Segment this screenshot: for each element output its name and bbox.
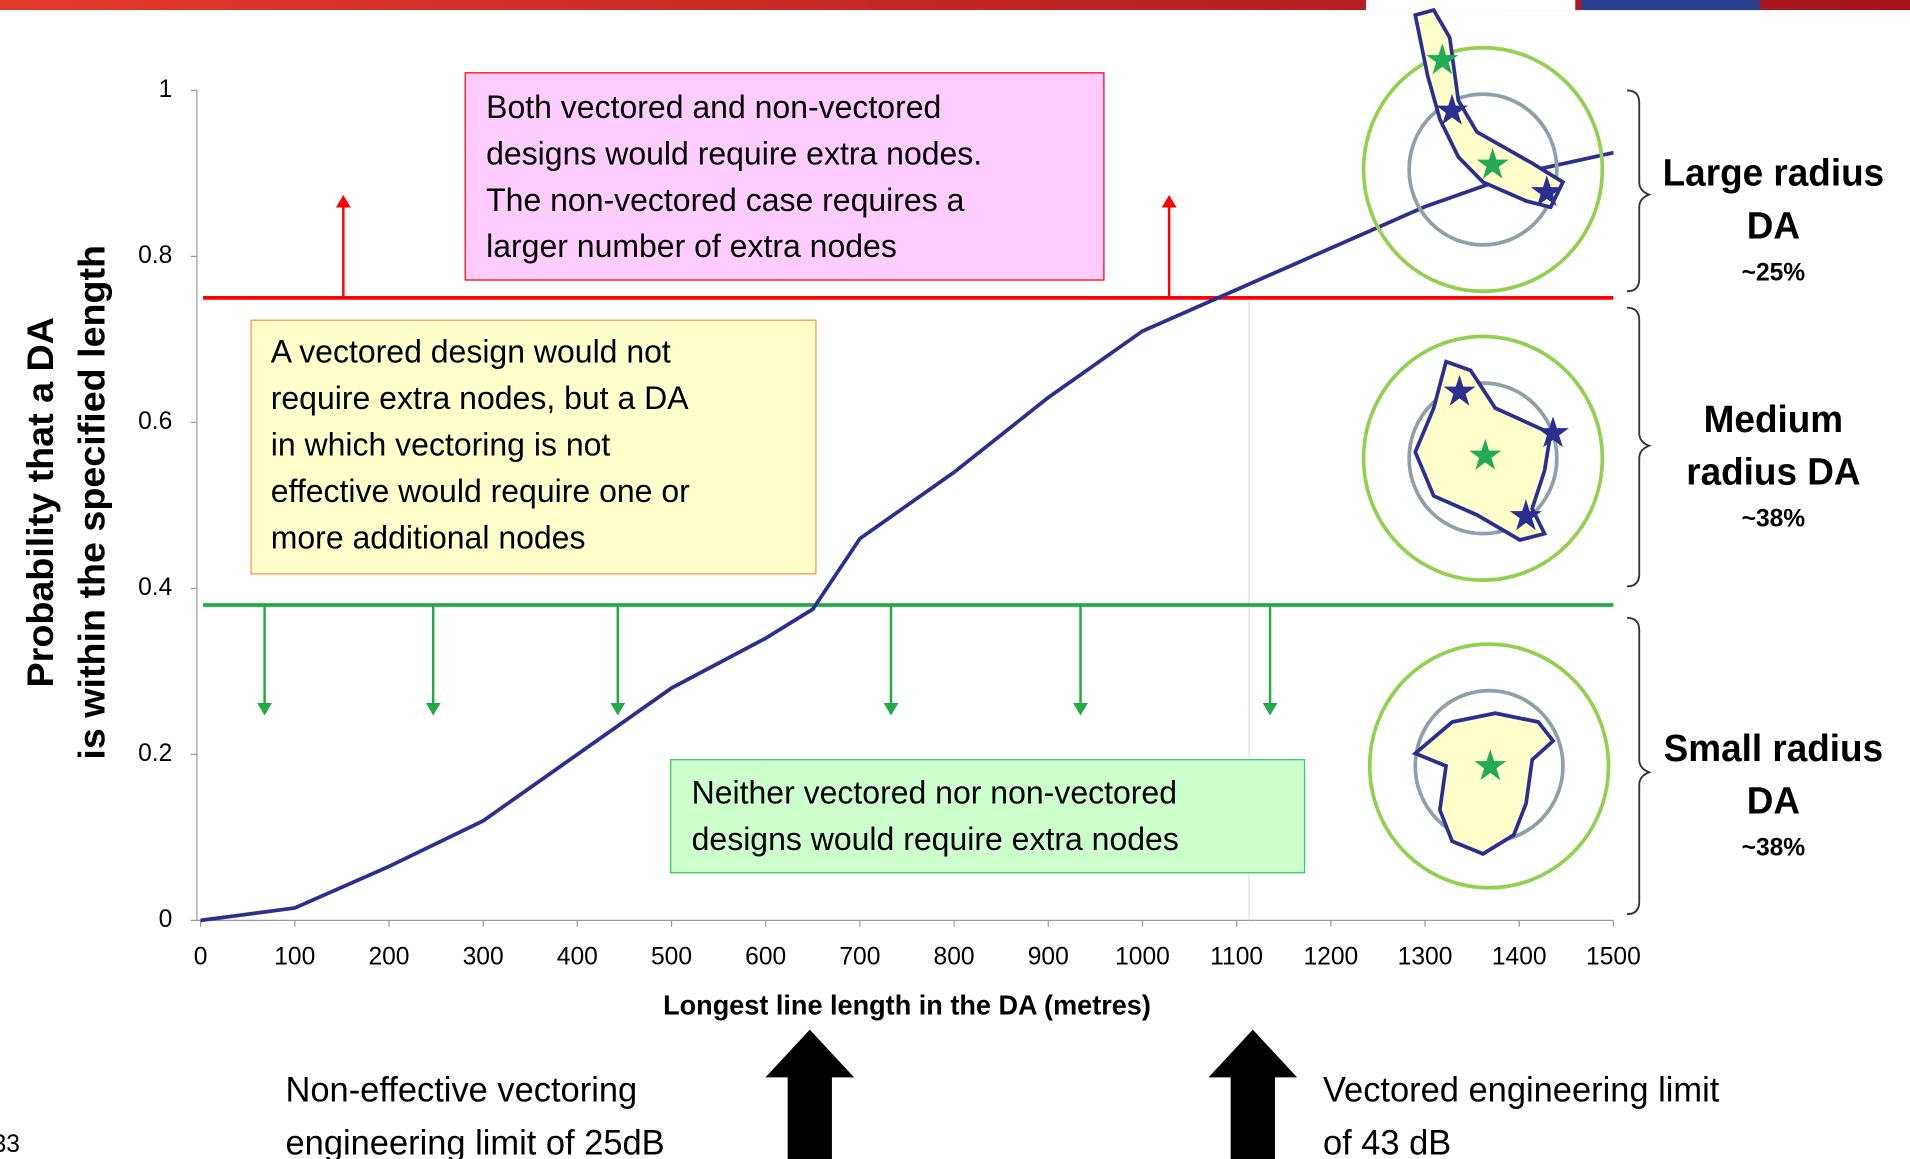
x-tick-label: 600 (745, 942, 786, 970)
plot (190, 89, 1615, 927)
threshold-arrowhead (1161, 194, 1177, 208)
y-axis-title: Probability that a DA (19, 317, 61, 687)
region-label: Small radius (1664, 727, 1883, 769)
x-tick-label: 1000 (1115, 942, 1170, 970)
annotation-text: The non-vectored case requires a (486, 181, 964, 217)
x-tick-label: 0 (194, 942, 208, 970)
annotation-text: effective would require one or (271, 473, 690, 509)
svg-text:★: ★ (1474, 140, 1512, 187)
x-axis-title: Longest line length in the DA (metres) (663, 989, 1151, 1020)
page-number: 33 (0, 1130, 20, 1158)
x-tick-label: 900 (1028, 942, 1069, 970)
svg-text:★: ★ (1424, 36, 1462, 83)
y-axis-title: is within the specified length (71, 245, 113, 760)
region-label: DA (1747, 779, 1800, 821)
svg-text:★: ★ (1441, 367, 1479, 414)
annotation-box (250, 319, 817, 575)
region-share: ~25% (1742, 258, 1806, 286)
limit-note: Non-effective vectoring (286, 1070, 638, 1109)
x-tick-label: 200 (368, 942, 409, 970)
annotation-box (464, 72, 1105, 281)
brackets (1626, 89, 1652, 916)
annotation-text: Neither vectored nor non-vectored (692, 774, 1177, 810)
x-tick-label: 400 (557, 942, 598, 970)
annotation-text: Both vectored and non-vectored (486, 89, 941, 125)
x-tick-label: 1100 (1210, 942, 1263, 970)
threshold-arrowhead (335, 194, 351, 208)
region-label: Medium (1704, 398, 1843, 440)
x-tick-label: 500 (651, 942, 692, 970)
y-tick-label: 0.8 (138, 241, 172, 269)
y-tick-label: 0.4 (138, 573, 172, 601)
x-tick-label: 300 (463, 942, 504, 970)
curve (200, 150, 1614, 923)
annotation-text: more additional nodes (271, 519, 586, 555)
svg-text:★: ★ (1534, 409, 1572, 456)
x-tick-label: 1400 (1492, 942, 1547, 970)
annotation-box (670, 759, 1306, 874)
limit-arrows (765, 1029, 1298, 1159)
limit-note: Vectored engineering limit (1323, 1070, 1720, 1109)
x-tick-label: 1500 (1586, 942, 1641, 970)
threshold-arrowhead (257, 702, 272, 716)
y-tick-label: 1 (159, 75, 173, 103)
region-label: Large radius (1663, 151, 1885, 193)
svg-text:★: ★ (1467, 431, 1505, 478)
annotation-text: require extra nodes, but a DA (271, 380, 689, 416)
top-bar-gap (1366, 0, 1576, 11)
x-tick-label: 1300 (1398, 942, 1453, 970)
threshold-arrowhead (1262, 702, 1278, 716)
x-tick-label: 1200 (1303, 942, 1358, 970)
x-tick-label: 800 (934, 942, 975, 970)
svg-text:★: ★ (1433, 86, 1471, 133)
y-tick-label: 0.6 (138, 407, 172, 435)
svg-text:★: ★ (1472, 741, 1510, 788)
x-tick-label: 700 (839, 942, 880, 970)
region-share: ~38% (1742, 833, 1806, 861)
svg-text:★: ★ (1528, 168, 1566, 215)
y-tick-label: 0 (159, 905, 173, 933)
annotation-text: designs would require extra nodes (692, 821, 1179, 857)
region-label: radius DA (1686, 450, 1860, 492)
limit-note: engineering limit of 25dB (286, 1123, 665, 1159)
annotation-text: A vectored design would not (271, 333, 671, 369)
svg-text:★: ★ (1507, 492, 1545, 539)
limit-note: of 43 dB (1323, 1123, 1451, 1159)
threshold-arrowhead (610, 702, 626, 716)
annotation-text: in which vectoring is not (271, 426, 611, 462)
threshold-arrowhead (425, 702, 441, 716)
region-share: ~38% (1742, 504, 1806, 532)
annotation-text: larger number of extra nodes (486, 228, 897, 264)
da-icons: ★★ ★★ ★★ ★★ ★ (1361, 7, 1611, 890)
x-tick-label: 100 (274, 942, 315, 970)
threshold-arrowhead (1073, 702, 1088, 716)
top-bar-blue (1581, 0, 1760, 11)
threshold-arrowhead (883, 702, 899, 716)
region-label: DA (1747, 204, 1800, 246)
annotation-text: designs would require extra nodes. (486, 135, 982, 171)
top-bar (0, 0, 1910, 11)
y-tick-label: 0.2 (138, 739, 172, 767)
